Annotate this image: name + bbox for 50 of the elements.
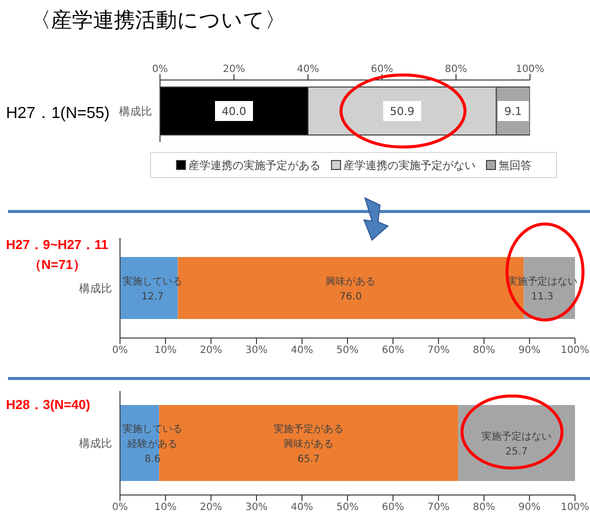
x-tick-label: 40% — [290, 502, 314, 514]
x-tick-label: 10% — [154, 502, 177, 514]
x-tick-label: 30% — [245, 502, 268, 514]
x2-tick-label: 80% — [444, 64, 468, 75]
x2-tick-label: 100% — [516, 64, 544, 75]
x-tick-label: 90% — [518, 345, 541, 356]
x-tick-label: 0% — [112, 345, 128, 356]
x-tick-label: 50% — [336, 502, 359, 514]
data-label: 76.0 — [340, 292, 362, 302]
legend-label: 産学連携の実施予定がない — [342, 158, 476, 172]
x-tick-label: 60% — [382, 345, 404, 356]
x2-tick-label: 20% — [222, 64, 246, 75]
series-label: 実施予定がある興味がある — [274, 423, 344, 450]
data-label: 40.0 — [222, 105, 246, 118]
x-tick-label: 70% — [427, 345, 450, 356]
y-axis-title: H28．3(N=40) — [6, 396, 90, 414]
legend-label: 産学連携の実施予定がある — [188, 158, 320, 172]
data-label: 50.9 — [390, 105, 414, 118]
chart-title: 〈産学連携活動について〉 — [30, 7, 286, 34]
series-label: 興味がある — [326, 276, 376, 288]
x-tick-label: 100% — [560, 345, 590, 356]
data-label: 12.7 — [141, 292, 164, 302]
x-tick-label: 30% — [245, 345, 268, 356]
x-tick-label: 40% — [290, 345, 314, 356]
x-tick-label: 0% — [112, 502, 128, 514]
legend-label: 無回答 — [498, 158, 532, 172]
data-label: 11.3 — [531, 292, 554, 302]
x-tick-label: 80% — [472, 345, 496, 356]
x-tick-label: 70% — [427, 502, 450, 514]
x-tick-label: 60% — [382, 502, 404, 514]
data-label: 9.1 — [504, 105, 522, 118]
y-tick-label: 構成比 — [79, 436, 112, 450]
y-tick-label: 構成比 — [119, 104, 152, 118]
x-tick-label: 20% — [200, 502, 222, 514]
y-tick-label: 構成比 — [79, 282, 112, 295]
x-tick-label: 20% — [200, 345, 222, 356]
data-label: 25.7 — [505, 446, 528, 458]
x-tick-label: 80% — [472, 502, 496, 514]
x2-tick-label: 0% — [152, 64, 168, 75]
y-axis-title: H27．9~H27．11（N=71） — [6, 236, 108, 274]
x-tick-label: 100% — [560, 502, 590, 514]
series-label: 実施予定はない — [482, 430, 552, 442]
data-label: 65.7 — [297, 454, 320, 465]
x-tick-label: 50% — [336, 345, 359, 356]
x-tick-label: 90% — [518, 502, 541, 514]
bar — [458, 405, 575, 481]
x-tick-label: 10% — [154, 345, 177, 356]
x2-tick-label: 60% — [370, 64, 394, 75]
y-axis-title: H27．1(N=55) — [6, 104, 110, 124]
x2-tick-label: 40% — [296, 64, 320, 75]
